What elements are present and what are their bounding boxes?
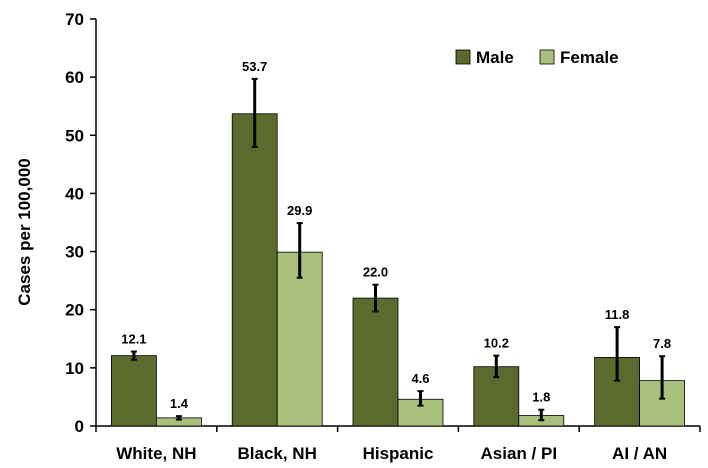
y-axis-title-group: Cases per 100,000 <box>15 158 34 305</box>
data-label-female: 7.8 <box>653 336 671 351</box>
x-category-label: Asian / PI <box>481 444 558 463</box>
data-label-male: 10.2 <box>484 336 509 351</box>
data-label-female: 1.4 <box>170 396 189 411</box>
y-tick-label: 50 <box>65 126 84 145</box>
legend: Male Female <box>455 48 619 67</box>
x-axis-ticks: White, NH Black, NH Hispanic Asian / PI AI /… <box>95 426 701 463</box>
x-category-label: Black, NH <box>238 444 317 463</box>
y-tick-label: 70 <box>65 10 84 29</box>
error-bars <box>130 77 666 422</box>
y-axis-ticks: 0 10 20 30 40 50 60 70 <box>65 10 96 436</box>
data-label-female: 1.8 <box>532 390 550 405</box>
legend-swatch-male <box>455 49 471 65</box>
data-label-male: 53.7 <box>242 59 267 74</box>
x-category-label: White, NH <box>116 444 196 463</box>
legend-swatch-female <box>539 49 555 65</box>
y-tick-label: 40 <box>65 184 84 203</box>
bars <box>111 113 685 427</box>
legend-label-female: Female <box>560 48 619 67</box>
data-labels: 12.1 1.4 53.7 29.9 22.0 4.6 10.2 1.8 11.8 7.8 <box>121 59 671 411</box>
data-label-female: 4.6 <box>411 371 429 386</box>
x-category-label: AI / AN <box>612 444 667 463</box>
y-tick-label: 30 <box>65 243 84 262</box>
bar-male <box>111 355 157 427</box>
y-tick-label: 20 <box>65 301 84 320</box>
bar-female <box>397 398 444 427</box>
bar-female <box>276 251 323 427</box>
bar-male <box>231 113 278 427</box>
y-tick-label: 60 <box>65 68 84 87</box>
y-axis-title: Cases per 100,000 <box>15 158 34 305</box>
y-tick-label: 0 <box>75 417 84 436</box>
data-label-male: 11.8 <box>605 307 630 322</box>
data-label-male: 22.0 <box>363 265 388 280</box>
data-label-male: 12.1 <box>121 332 146 347</box>
x-category-label: Hispanic <box>363 444 434 463</box>
y-tick-label: 10 <box>65 359 84 378</box>
data-label-female: 29.9 <box>287 203 312 218</box>
bar-male <box>352 297 399 427</box>
legend-label-male: Male <box>476 48 514 67</box>
